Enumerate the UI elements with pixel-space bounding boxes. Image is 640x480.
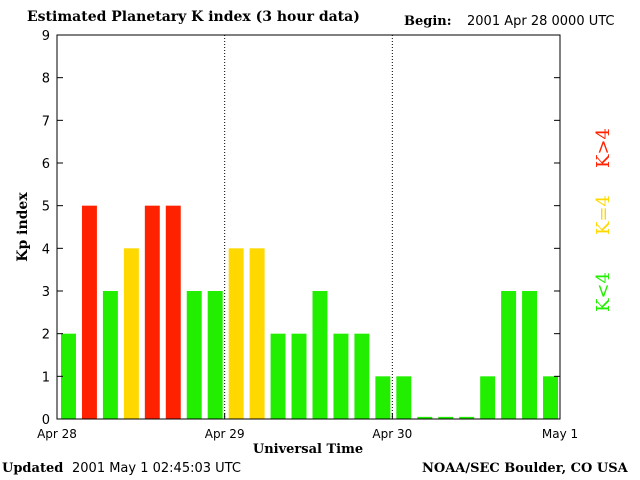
- begin-value: 2001 Apr 28 0000 UTC: [467, 14, 615, 29]
- x-tick-label: Apr 28: [37, 427, 77, 441]
- kp-bar: [501, 291, 517, 419]
- y-axis-label: Kp index: [15, 192, 31, 262]
- credit-text: NOAA/SEC Boulder, CO USA: [422, 461, 628, 476]
- kp-bar: [270, 333, 286, 419]
- kp-bar: [207, 291, 223, 419]
- y-tick-label: 6: [42, 157, 50, 172]
- y-axis: 0 1 2 3 4 5 6 7 8 9: [42, 29, 560, 428]
- kp-bar: [480, 376, 496, 419]
- kp-bar: [522, 291, 538, 419]
- updated-label: Updated: [2, 461, 64, 476]
- x-tick-label: Apr 29: [205, 427, 245, 441]
- updated-value: 2001 May 1 02:45:03 UTC: [72, 461, 241, 476]
- kp-bar: [61, 333, 76, 419]
- legend-entry: K>4: [593, 128, 614, 168]
- kp-bar: [186, 291, 202, 419]
- y-tick-label: 1: [42, 370, 50, 385]
- legend-entry: K=4: [593, 195, 614, 235]
- kp-bar: [249, 248, 265, 419]
- kp-bar: [312, 291, 328, 419]
- y-tick-label: 2: [42, 328, 50, 343]
- y-tick-label: 9: [42, 29, 50, 44]
- kp-bar: [165, 205, 181, 419]
- kp-bar: [333, 333, 349, 419]
- chart-title: Estimated Planetary K index (3 hour data…: [27, 9, 360, 25]
- legend: K>4 K=4 K<4: [593, 128, 614, 312]
- kp-bar: [228, 248, 244, 419]
- x-tick-label: May 1: [542, 427, 578, 441]
- kp-bar: [291, 333, 307, 419]
- legend-entry: K<4: [593, 272, 614, 312]
- kp-bar: [81, 205, 97, 419]
- kp-bar: [438, 416, 454, 419]
- y-tick-label: 5: [42, 200, 50, 215]
- x-axis: Apr 28 Apr 29 Apr 30 May 1: [37, 413, 578, 441]
- kp-bar: [354, 333, 370, 419]
- kp-bar: [144, 205, 160, 419]
- plot-frame: [56, 34, 561, 420]
- bars-group: [61, 205, 558, 419]
- y-tick-label: 3: [42, 285, 50, 300]
- day-dividers: [224, 35, 393, 419]
- kp-bar: [417, 416, 433, 419]
- y-tick-label: 4: [42, 242, 50, 257]
- y-tick-label: 7: [42, 114, 50, 129]
- kp-bar: [375, 376, 391, 419]
- y-tick-label: 8: [42, 72, 50, 87]
- kp-bar: [459, 416, 475, 419]
- kp-bar: [396, 376, 412, 419]
- begin-label: Begin:: [404, 14, 452, 29]
- y-tick-label: 0: [42, 413, 50, 428]
- x-axis-label: Universal Time: [253, 442, 363, 457]
- x-tick-label: Apr 30: [372, 427, 412, 441]
- kp-bar: [102, 291, 118, 419]
- kp-bar: [543, 376, 558, 419]
- kp-bar: [123, 248, 139, 419]
